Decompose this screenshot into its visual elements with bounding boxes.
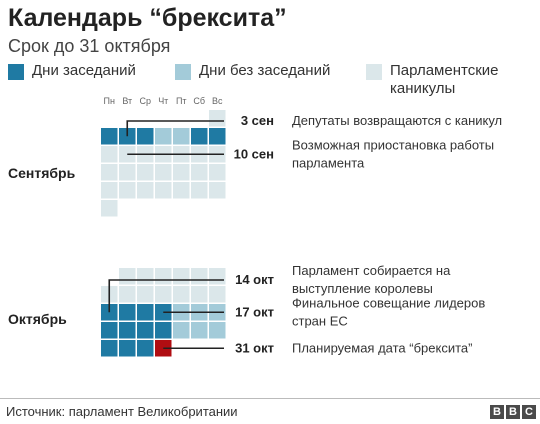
legend-label-recess: Парламентские каникулы [390,62,499,97]
legend-label-nonsitting: Дни без заседаний [199,62,331,79]
day-cell-sitting [137,304,154,321]
day-cell-recess [191,286,208,303]
day-cell-recess [101,200,118,217]
day-cell-recess [191,164,208,181]
day-cell-nonsitting [173,128,190,145]
annotation-text: стран ЕС [292,313,348,328]
day-cell-sitting [155,322,172,339]
legend-item-nonsitting: Дни без заседаний [175,62,330,80]
annotation-text: Финальное совещание лидеров [292,295,485,310]
day-cell-recess [137,182,154,199]
annotation-leader-line [108,279,224,313]
month-label: Октябрь [8,311,67,327]
footer-divider [0,398,540,399]
day-cell-recess [209,286,226,303]
annotation-text: Планируемая дата “брексита” [292,340,472,355]
day-cell-nonsitting [209,322,226,339]
day-cell-sitting [101,340,118,357]
day-cell-sitting [119,322,136,339]
day-cell-recess [137,268,154,285]
legend-label-sitting: Дни заседаний [32,62,136,79]
weekday-label: Вт [122,96,132,106]
day-cell-recess [155,182,172,199]
legend-item-recess: Парламентские каникулы [366,62,540,98]
annotation-date: 10 сен [234,146,274,161]
annotation-text: Парламент собирается на [292,263,451,278]
day-cell-nonsitting [191,322,208,339]
weekday-label: Чт [158,96,168,106]
calendar-chart: Пн Вт Ср Чт Пт Сб Вс Сентябрь Октябрь 3 сен Депута… [8,96,502,357]
weekday-label: Пн [104,96,115,106]
bbc-logo-letter: B [506,405,520,419]
day-cell-recess [137,286,154,303]
month-label: Сентябрь [8,165,76,181]
day-cell-sitting [209,128,226,145]
day-cell-sitting [191,128,208,145]
annotation-date: 3 сен [241,113,274,128]
day-cell-recess [209,110,226,127]
day-cell-sitting [137,322,154,339]
annotation-date: 17 окт [235,304,274,319]
day-cell-recess [173,286,190,303]
annotation-date: 14 окт [235,272,274,287]
day-cell-recess [119,286,136,303]
legend-swatch-recess [366,64,382,80]
day-cell-recess [119,182,136,199]
weekday-label: Пт [176,96,187,106]
day-cell-recess [119,164,136,181]
day-cell-recess [155,164,172,181]
weekday-label: Вс [212,96,223,106]
source-note: Источник: парламент Великобритании [6,404,238,419]
legend-swatch-sitting [8,64,24,80]
day-cell-recess [101,164,118,181]
legend-swatch-nonsitting [175,64,191,80]
day-cell-recess [101,182,118,199]
day-cell-recess [173,164,190,181]
day-cell-sitting [119,340,136,357]
day-cell-nonsitting [155,128,172,145]
bbc-logo-letter: C [522,405,536,419]
day-cell-recess [155,286,172,303]
weekday-label: Сб [193,96,205,106]
day-cell-recess [173,182,190,199]
annotation-text: Депутаты возвращаются с каникул [292,113,502,128]
annotation-text: Возможная приостановка работы [292,137,494,152]
annotation-date: 31 окт [235,340,274,355]
annotation-text: парламента [292,155,365,170]
day-cell-recess [137,164,154,181]
chart-subtitle: Срок до 31 октября [8,36,171,56]
day-cell-recess [191,268,208,285]
day-cell-recess [209,182,226,199]
day-cell-recess [173,268,190,285]
bbc-logo-letter: B [490,405,504,419]
day-cell-recess [209,164,226,181]
day-cell-recess [101,146,118,163]
day-cell-recess [155,268,172,285]
annotation-leader-line [126,120,224,137]
day-cell-recess [209,268,226,285]
day-cell-recess [119,268,136,285]
day-cell-sitting [101,322,118,339]
weekday-label: Ср [139,96,151,106]
day-cell-nonsitting [173,322,190,339]
bbc-logo: B B C [490,405,536,419]
chart-title: Календарь “брексита” [8,4,287,32]
legend-item-sitting: Дни заседаний [8,62,136,80]
day-cell-sitting [137,128,154,145]
day-cell-sitting [119,304,136,321]
annotation-text: выступление королевы [292,281,433,296]
day-cell-sitting [101,128,118,145]
day-cell-recess [191,182,208,199]
day-cell-sitting [137,340,154,357]
